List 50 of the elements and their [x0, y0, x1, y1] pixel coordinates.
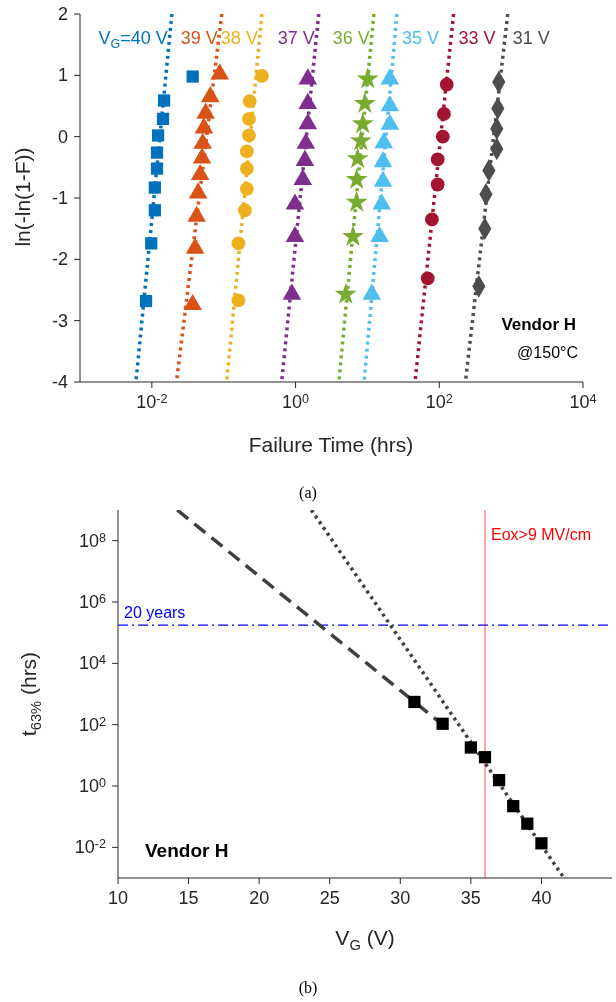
series-label: 37 V [277, 28, 315, 48]
series-label: 39 V [180, 28, 218, 48]
y-tick-label: 10$^{2}$ [78, 714, 106, 735]
series-label: 36 V [332, 28, 370, 48]
text: (b) [298, 979, 318, 997]
x-tick-label: 10$^{2}$ [425, 391, 453, 412]
x-axis-title: Failure Time (hrs) [248, 433, 414, 456]
series-label: V$_{G}$=40 V [98, 28, 168, 51]
x-tick-label: 20 [249, 888, 270, 908]
point [507, 800, 520, 813]
y-tick-label: -4 [51, 372, 68, 392]
point [521, 817, 534, 830]
point [436, 717, 449, 730]
y-tick-label: 10$^{6}$ [78, 591, 106, 612]
x-tick-label: 25 [319, 888, 340, 908]
x-tick-label: 10 [107, 888, 129, 908]
x-tick-label: 40 [531, 888, 552, 908]
x-tick-label: 10$^{0}$ [282, 391, 310, 412]
series-label: 38 V [220, 28, 258, 48]
point [492, 774, 506, 787]
annotation: @150°C [517, 344, 578, 361]
text: (a) [299, 484, 317, 502]
x-tick-label: 10$^{-2}$ [136, 391, 168, 412]
ref-line-label: Eox>9 MV/cm [490, 526, 591, 543]
x-tick-label: 10$^{4}$ [569, 391, 597, 412]
y-tick-label: 10$^{-2}$ [74, 837, 106, 858]
point [464, 741, 477, 754]
y-tick-label: -2 [51, 249, 68, 270]
x-tick-label: 30 [390, 888, 411, 908]
series-label: 33 V [458, 28, 496, 48]
y-tick-label: 10$^{4}$ [78, 653, 106, 674]
y-tick-label: -1 [51, 188, 68, 208]
y-tick-label: 2 [57, 4, 68, 24]
y-tick-label: 10$^{0}$ [78, 775, 106, 796]
point [408, 695, 421, 709]
y-tick-label: 0 [57, 126, 68, 147]
series-label: 31 V [512, 28, 550, 48]
x-tick-label: 15 [178, 888, 199, 908]
y-axis-title: ln(-ln(1-F)) [11, 147, 34, 247]
ref-line-label: 20 years [124, 604, 186, 622]
point [535, 837, 548, 850]
annotation: Vendor H [145, 840, 229, 861]
y-tick-label: -3 [51, 310, 68, 331]
y-tick-label: 10$^{8}$ [78, 530, 106, 551]
point [478, 751, 492, 764]
x-axis-title: V$_{G}$ (V) [335, 926, 395, 953]
series-label: 35 V [401, 28, 439, 48]
y-tick-label: 1 [57, 65, 68, 86]
x-tick-label: 35 [460, 888, 481, 908]
annotation: Vendor H [501, 315, 576, 334]
